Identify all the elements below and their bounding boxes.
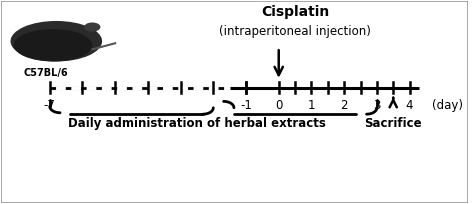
Text: 4: 4	[406, 99, 413, 112]
Text: -1: -1	[240, 99, 252, 112]
Text: Sacrifice: Sacrifice	[364, 117, 422, 130]
Ellipse shape	[10, 21, 102, 61]
Text: 0: 0	[275, 99, 282, 112]
Text: Daily administration of herbal extracts: Daily administration of herbal extracts	[68, 117, 326, 130]
Text: 2: 2	[340, 99, 348, 112]
Text: -7: -7	[44, 99, 56, 112]
Text: C57BL/6: C57BL/6	[24, 68, 68, 78]
Text: (day): (day)	[432, 99, 464, 112]
Text: (intraperitoneal injection): (intraperitoneal injection)	[219, 25, 371, 38]
Text: 1: 1	[308, 99, 315, 112]
Ellipse shape	[84, 22, 101, 32]
Text: Cisplatin: Cisplatin	[261, 5, 329, 19]
Ellipse shape	[14, 29, 93, 61]
Text: 3: 3	[373, 99, 380, 112]
